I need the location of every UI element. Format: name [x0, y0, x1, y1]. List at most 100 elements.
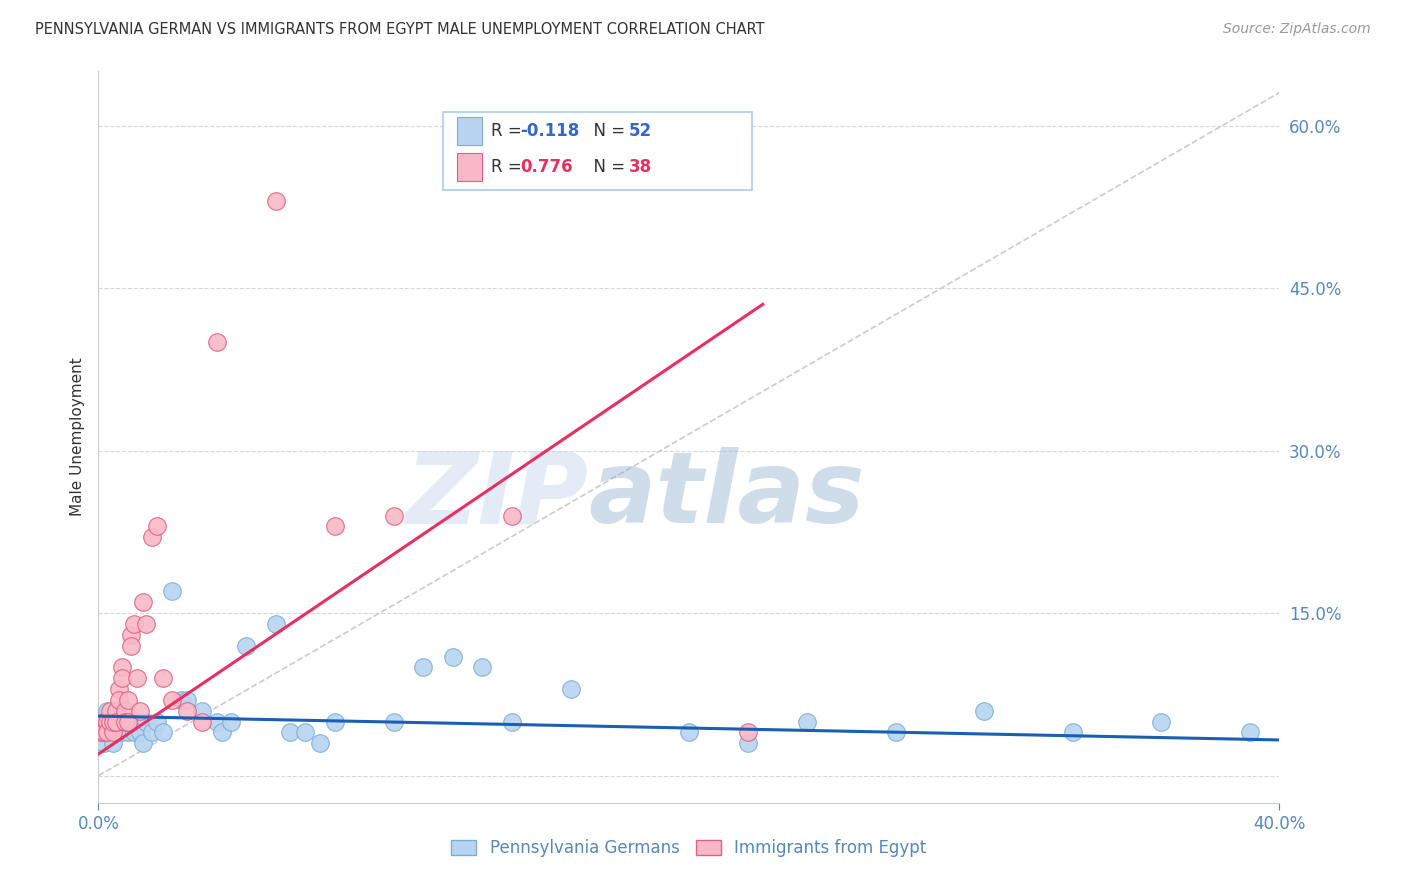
Text: 38: 38	[628, 158, 651, 176]
Point	[323, 519, 346, 533]
Point	[501, 508, 523, 523]
Point	[103, 736, 125, 750]
Point	[141, 530, 163, 544]
Point	[96, 714, 118, 729]
Point	[111, 725, 134, 739]
Point	[264, 617, 287, 632]
Y-axis label: Male Unemployment: Male Unemployment	[69, 358, 84, 516]
Point	[135, 617, 157, 632]
Point	[162, 693, 183, 707]
Point	[105, 704, 128, 718]
Point	[162, 584, 183, 599]
Text: N =: N =	[583, 122, 631, 140]
Point	[205, 335, 228, 350]
Point	[108, 681, 131, 696]
Point	[105, 714, 128, 729]
Point	[90, 725, 112, 739]
Point	[120, 639, 142, 653]
Point	[152, 671, 174, 685]
Point	[132, 736, 155, 750]
Point	[176, 693, 198, 707]
Point	[382, 714, 405, 729]
Point	[221, 714, 243, 729]
Point	[117, 693, 139, 707]
Point	[111, 660, 134, 674]
Point	[108, 693, 131, 707]
Point	[108, 714, 131, 729]
Point	[796, 714, 818, 729]
Point	[120, 714, 142, 729]
Point	[560, 681, 582, 696]
Point	[117, 714, 139, 729]
Point	[135, 714, 157, 729]
Point	[93, 714, 115, 729]
Point	[93, 725, 115, 739]
Point	[103, 714, 125, 729]
Text: ZIP: ZIP	[405, 447, 589, 544]
Point	[111, 671, 134, 685]
Point	[98, 725, 121, 739]
Point	[471, 660, 494, 674]
Point	[122, 617, 145, 632]
Point	[132, 595, 155, 609]
Point	[122, 725, 145, 739]
Point	[1150, 714, 1173, 729]
Point	[235, 639, 257, 653]
Text: -0.118: -0.118	[520, 122, 579, 140]
Point	[114, 714, 136, 729]
Point	[264, 194, 287, 209]
Point	[93, 736, 115, 750]
Point	[678, 725, 700, 739]
Point	[382, 508, 405, 523]
Point	[120, 628, 142, 642]
Point	[441, 649, 464, 664]
Point	[280, 725, 302, 739]
Text: 52: 52	[628, 122, 651, 140]
Point	[191, 714, 214, 729]
Point	[294, 725, 316, 739]
Point	[117, 725, 139, 739]
Point	[125, 714, 148, 729]
Point	[737, 725, 759, 739]
Point	[114, 714, 136, 729]
Point	[501, 714, 523, 729]
Point	[103, 725, 125, 739]
Text: 0.776: 0.776	[520, 158, 572, 176]
Point	[191, 704, 214, 718]
Point	[205, 714, 228, 729]
Text: PENNSYLVANIA GERMAN VS IMMIGRANTS FROM EGYPT MALE UNEMPLOYMENT CORRELATION CHART: PENNSYLVANIA GERMAN VS IMMIGRANTS FROM E…	[35, 22, 765, 37]
Point	[128, 725, 150, 739]
Point	[884, 725, 907, 739]
Text: atlas: atlas	[589, 447, 865, 544]
Point	[96, 725, 118, 739]
Point	[737, 736, 759, 750]
Point	[103, 714, 125, 729]
Point	[412, 660, 434, 674]
Point	[323, 714, 346, 729]
Point	[98, 704, 121, 718]
Point	[93, 714, 115, 729]
Text: Source: ZipAtlas.com: Source: ZipAtlas.com	[1223, 22, 1371, 37]
Point	[973, 704, 995, 718]
Point	[170, 693, 193, 707]
Point	[309, 736, 332, 750]
Point	[141, 725, 163, 739]
Point	[98, 714, 121, 729]
Point	[105, 714, 128, 729]
Text: R =: R =	[491, 122, 527, 140]
Point	[96, 704, 118, 718]
Point	[108, 725, 131, 739]
Point	[1062, 725, 1084, 739]
Point	[211, 725, 233, 739]
Point	[146, 519, 169, 533]
Point	[105, 725, 128, 739]
Point	[125, 671, 148, 685]
Point	[114, 704, 136, 718]
Point	[152, 725, 174, 739]
Text: R =: R =	[491, 158, 527, 176]
Text: N =: N =	[583, 158, 631, 176]
Point	[128, 704, 150, 718]
Point	[1239, 725, 1261, 739]
Legend: Pennsylvania Germans, Immigrants from Egypt: Pennsylvania Germans, Immigrants from Eg…	[444, 832, 934, 864]
Point	[96, 725, 118, 739]
